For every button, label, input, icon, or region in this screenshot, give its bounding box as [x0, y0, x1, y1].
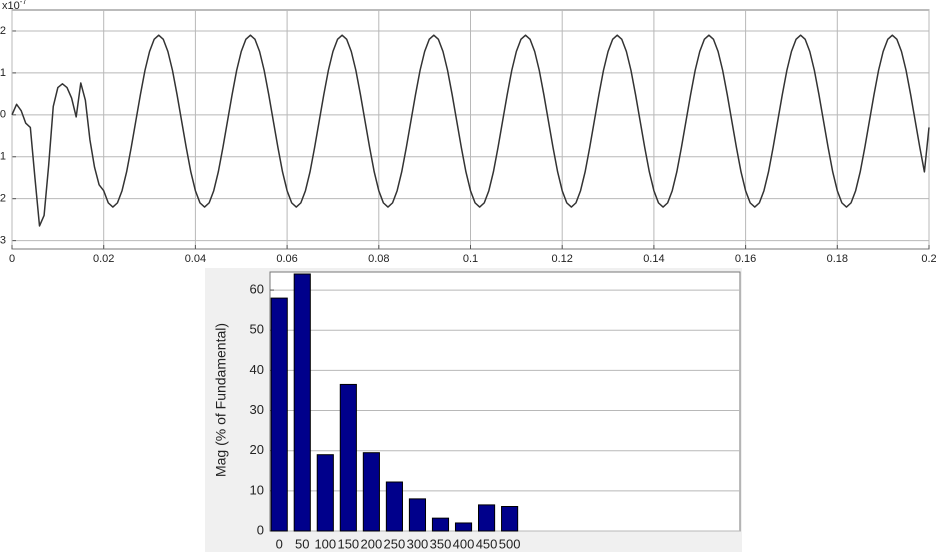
data-line — [11, 34, 930, 227]
y-multiplier-exponent: -7 — [20, 0, 28, 6]
bar — [293, 273, 311, 532]
x-tick-label: 100 — [314, 536, 336, 551]
bar — [501, 506, 519, 532]
y-tick-label: 2 — [0, 25, 6, 37]
y-tick-label: 60 — [250, 282, 264, 297]
y-multiplier-base: x10 — [2, 0, 20, 12]
x-tick-label: 0 — [276, 536, 283, 551]
x-tick-label: 0.2 — [921, 253, 936, 265]
y-tick-label: 20 — [250, 442, 264, 457]
x-tick-label: 0.06 — [276, 253, 297, 265]
y-tick-label: -1 — [0, 151, 6, 163]
bar — [431, 517, 450, 532]
x-tick-label: 450 — [476, 536, 498, 551]
x-tick-label: 50 — [295, 536, 309, 551]
y-tick-label: 30 — [250, 402, 264, 417]
bar — [339, 383, 357, 532]
x-tick-label: 0.02 — [93, 253, 114, 265]
y-tick-label: -2 — [0, 193, 6, 205]
x-tick-label: 0.18 — [827, 253, 848, 265]
bar — [478, 504, 496, 532]
y-tick-label: 0 — [257, 522, 264, 537]
x-tick-label: 0.14 — [643, 253, 664, 265]
x-tick-label: 0.16 — [735, 253, 756, 265]
y-tick-label: 40 — [250, 362, 264, 377]
bar — [408, 498, 427, 532]
y-multiplier: x10-7 — [2, 0, 27, 12]
x-tick-label: 500 — [499, 536, 521, 551]
bar — [385, 481, 403, 532]
x-tick-label: 0.1 — [463, 253, 478, 265]
x-tick-label: 400 — [453, 536, 475, 551]
bar — [316, 454, 334, 532]
x-tick-label: 0.04 — [185, 253, 206, 265]
x-tick-label: 0 — [9, 253, 15, 265]
y-axis-label: Mag (% of Fundamental) — [213, 323, 229, 477]
bar — [270, 297, 288, 532]
x-tick-label: 0.12 — [551, 253, 572, 265]
x-tick-label: 250 — [384, 536, 406, 551]
x-tick-label: 300 — [407, 536, 429, 551]
bar — [362, 452, 380, 532]
x-tick-label: 350 — [430, 536, 452, 551]
y-tick-label: 10 — [250, 482, 264, 497]
y-tick-label: 50 — [250, 322, 264, 337]
y-tick-label: -3 — [0, 235, 6, 247]
y-tick-label: 0 — [0, 109, 6, 121]
y-tick-label: 1 — [0, 67, 6, 79]
x-tick-label: 200 — [361, 536, 383, 551]
x-tick-label: 150 — [337, 536, 359, 551]
x-tick-label: 0.08 — [368, 253, 389, 265]
bar — [454, 522, 473, 532]
